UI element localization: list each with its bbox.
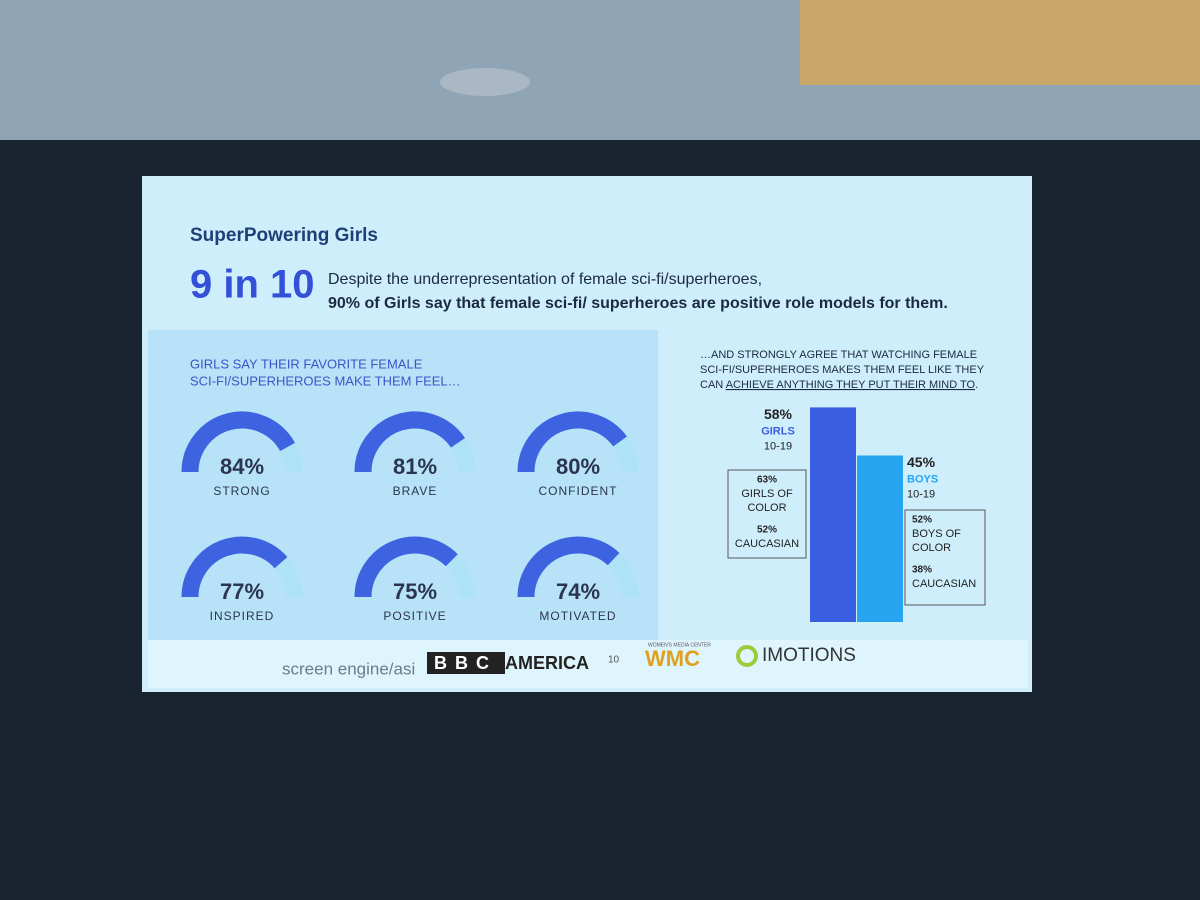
breakdown-box: [727, 469, 807, 559]
statement-bold: 90% of Girls say that female sci-fi/ sup…: [328, 295, 948, 312]
logo-bbc: BBC: [434, 653, 497, 673]
gauge-arc: [517, 411, 627, 473]
bar-value-label: 45%: [907, 454, 936, 470]
bar-category: BOYS: [907, 473, 938, 485]
gauge-arc: [354, 536, 458, 598]
gauge-value: 80%: [556, 454, 600, 479]
statement: Despite the underrepresentation of femal…: [328, 271, 762, 288]
bar-sublabel: 10-19: [907, 488, 935, 500]
bar: [810, 407, 856, 622]
gauge-value: 74%: [556, 579, 600, 604]
gauge-label: INSPIRED: [210, 609, 275, 623]
gauge-label: POSITIVE: [383, 609, 446, 623]
right-heading: …AND STRONGLY AGREE THAT WATCHING FEMALE: [700, 349, 977, 361]
gauge-label: CONFIDENT: [539, 484, 618, 498]
footer-bar: [148, 640, 1028, 688]
skylight: [800, 0, 1200, 85]
logo-imotions: IMOTIONS: [762, 645, 856, 666]
breakdown-value: 52%: [757, 525, 777, 536]
gauge-arc: [181, 411, 296, 473]
breakdown-value: 52%: [912, 515, 932, 526]
logo-america: AMERICA: [505, 653, 589, 673]
gauge-value: 75%: [393, 579, 437, 604]
slide-title: SuperPowering Girls: [190, 225, 378, 246]
gauge-label: STRONG: [213, 484, 270, 498]
left-heading: SCI-FI/SUPERHEROES MAKE THEM FEEL…: [190, 373, 461, 388]
bar: [857, 455, 903, 622]
logo-wmc: WMC: [645, 646, 700, 671]
gauge-value: 84%: [220, 454, 264, 479]
headline: 9 in 10: [190, 263, 315, 307]
gauge-arc: [181, 536, 288, 598]
breakdown-label: CAUCASIAN: [912, 578, 976, 590]
ceiling-speaker: [440, 68, 530, 96]
gauge-value: 77%: [220, 579, 264, 604]
page-number: 10: [608, 655, 620, 666]
gauge-arc: [517, 536, 620, 598]
breakdown-label: GIRLS OF: [741, 488, 793, 500]
logo-wmc-top: WOMEN'S MEDIA CENTER: [648, 642, 711, 648]
breakdown-label: BOYS OF: [912, 528, 961, 540]
bar-category: GIRLS: [761, 425, 795, 437]
left-panel: [148, 330, 658, 640]
logo-imotions-ring: [736, 645, 758, 667]
breakdown-label: CAUCASIAN: [735, 538, 799, 550]
bar-value-label: 58%: [764, 406, 793, 422]
right-heading-part: CAN: [700, 379, 726, 391]
left-heading: GIRLS SAY THEIR FAVORITE FEMALE: [190, 356, 423, 371]
gauge-label: BRAVE: [393, 484, 438, 498]
gauge-arc: [354, 411, 466, 473]
logo-screen-engine: screen engine/asi: [282, 659, 415, 678]
breakdown-label: COLOR: [747, 502, 786, 514]
breakdown-value: 38%: [912, 565, 932, 576]
right-heading-part: .: [975, 379, 978, 391]
breakdown-value: 63%: [757, 475, 777, 486]
charts: 84% STRONG 81% BRAVE 80% CONFIDENT 77% INSPIRED…: [181, 406, 976, 623]
bar-sublabel: 10-19: [764, 440, 792, 452]
breakdown-box: [904, 509, 986, 606]
logo-bbc-box: [427, 652, 505, 674]
gauge-value: 81%: [393, 454, 437, 479]
gauge-label: MOTIVATED: [539, 609, 616, 623]
breakdown-label: COLOR: [912, 542, 951, 554]
right-heading-underlined: ACHIEVE ANYTHING THEY PUT THEIR MIND TO: [726, 379, 976, 391]
right-heading: SCI-FI/SUPERHEROES MAKES THEM FEEL LIKE …: [700, 364, 985, 376]
right-heading: CAN ACHIEVE ANYTHING THEY PUT THEIR MIND…: [700, 379, 978, 391]
